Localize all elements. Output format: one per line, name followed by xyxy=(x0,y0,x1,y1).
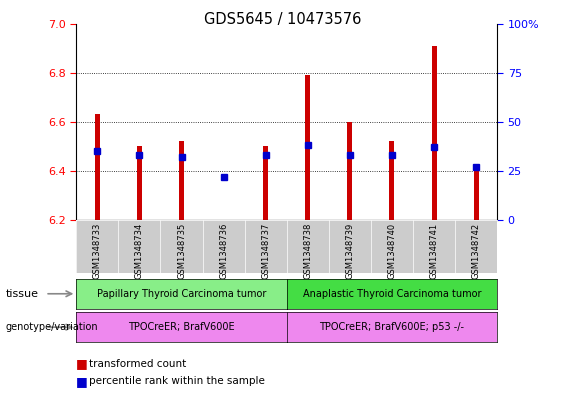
Text: genotype/variation: genotype/variation xyxy=(6,322,98,332)
Bar xyxy=(95,114,100,220)
Bar xyxy=(432,46,437,220)
Text: GSM1348739: GSM1348739 xyxy=(345,223,354,279)
Text: GSM1348736: GSM1348736 xyxy=(219,223,228,279)
Text: GSM1348740: GSM1348740 xyxy=(388,223,397,279)
Text: GDS5645 / 10473576: GDS5645 / 10473576 xyxy=(204,12,361,27)
Text: GSM1348733: GSM1348733 xyxy=(93,223,102,279)
Text: GSM1348735: GSM1348735 xyxy=(177,223,186,279)
Text: Papillary Thyroid Carcinoma tumor: Papillary Thyroid Carcinoma tumor xyxy=(97,289,266,299)
Bar xyxy=(389,141,394,220)
Text: GSM1348738: GSM1348738 xyxy=(303,223,312,279)
Text: TPOCreER; BrafV600E; p53 -/-: TPOCreER; BrafV600E; p53 -/- xyxy=(319,322,464,332)
Bar xyxy=(305,75,310,220)
Bar xyxy=(263,147,268,220)
Text: GSM1348734: GSM1348734 xyxy=(135,223,144,279)
Text: tissue: tissue xyxy=(6,289,38,299)
Text: ■: ■ xyxy=(76,357,88,370)
Text: Anaplastic Thyroid Carcinoma tumor: Anaplastic Thyroid Carcinoma tumor xyxy=(303,289,481,299)
Text: GSM1348741: GSM1348741 xyxy=(429,223,438,279)
Text: TPOCreER; BrafV600E: TPOCreER; BrafV600E xyxy=(128,322,235,332)
Bar xyxy=(137,147,142,220)
Text: ■: ■ xyxy=(76,375,88,388)
Text: percentile rank within the sample: percentile rank within the sample xyxy=(89,376,265,386)
Bar xyxy=(473,171,479,220)
Bar xyxy=(347,122,353,220)
Text: GSM1348737: GSM1348737 xyxy=(261,223,270,279)
Bar xyxy=(179,141,184,220)
Text: GSM1348742: GSM1348742 xyxy=(472,223,481,279)
Text: transformed count: transformed count xyxy=(89,358,186,369)
